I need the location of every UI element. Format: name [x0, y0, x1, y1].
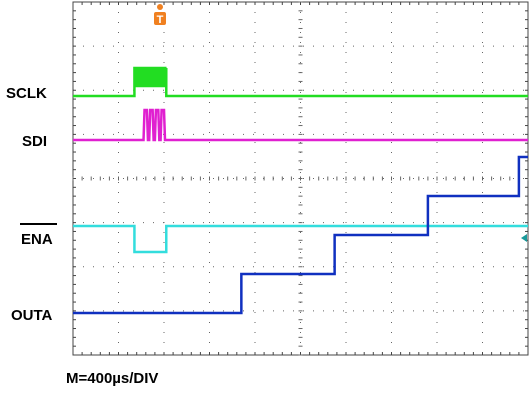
- waveform-traces: [73, 66, 528, 315]
- ena-label: ENA: [21, 231, 53, 248]
- sdi-label: SDI: [22, 133, 47, 150]
- sclk-trace: [73, 66, 528, 98]
- trigger-marker-letter: T: [157, 14, 164, 26]
- trigger-marker: T: [154, 4, 166, 26]
- trigger-marker-box: [154, 12, 166, 25]
- sclk-label: SCLK: [6, 85, 47, 102]
- timebase-label: M=400µs/DIV: [66, 370, 159, 387]
- ena-trace: [73, 224, 528, 254]
- graticule: [72, 1, 529, 356]
- outa-label: OUTA: [11, 307, 53, 324]
- ena-level-indicator: [521, 234, 527, 242]
- trigger-marker-dot: [157, 4, 163, 10]
- sdi-trace: [73, 108, 528, 142]
- outa-trace: [73, 155, 528, 315]
